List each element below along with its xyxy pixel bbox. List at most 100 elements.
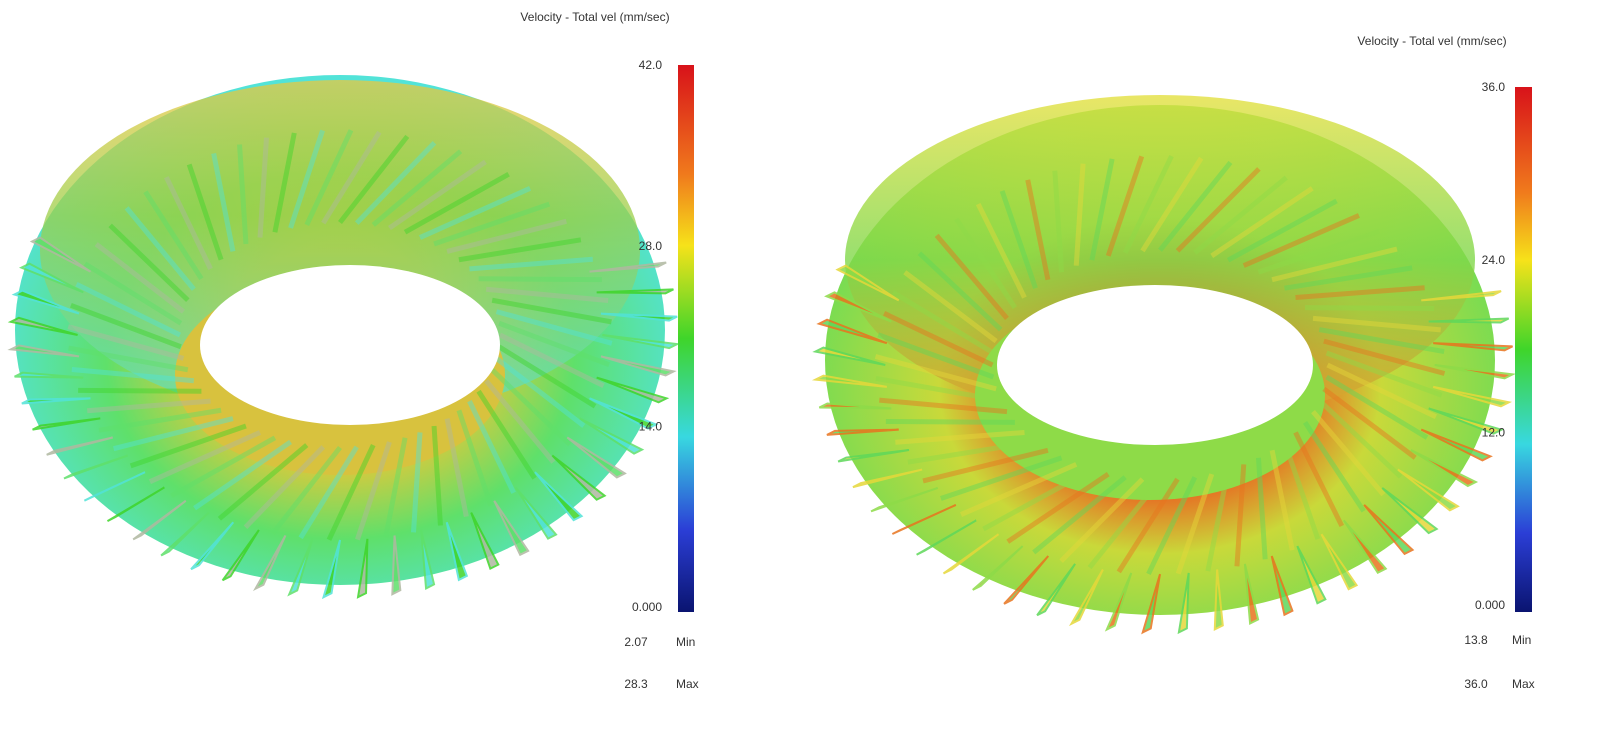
- flow-streak: [940, 455, 1063, 501]
- flow-streak: [1089, 158, 1115, 261]
- flow-streak: [243, 445, 326, 529]
- flow-streak: [934, 233, 1009, 320]
- flow-spike: [63, 454, 129, 480]
- flow-streak: [1116, 477, 1180, 574]
- flow-spike: [1433, 342, 1513, 352]
- flow-streak: [237, 144, 249, 245]
- flow-streak: [999, 190, 1038, 290]
- flow-spike: [7, 344, 80, 358]
- flow-streak: [498, 320, 611, 368]
- legend-title: Velocity - Total vel (mm/sec): [1357, 34, 1506, 48]
- flow-spike: [18, 262, 84, 294]
- flow-streak: [1073, 163, 1086, 266]
- flow-streak: [1255, 457, 1268, 560]
- flow-spike: [132, 500, 187, 541]
- flow-streak: [113, 416, 234, 452]
- flow-streak: [491, 297, 612, 325]
- flow-streak: [467, 400, 516, 494]
- flow-streak: [476, 389, 537, 480]
- flow-streak: [1318, 327, 1445, 355]
- flow-streak: [338, 134, 410, 225]
- flow-streak: [211, 152, 236, 252]
- flow-spike: [1036, 563, 1076, 617]
- flow-spike: [1320, 533, 1359, 591]
- flow-streak: [298, 445, 359, 540]
- colorbar-tick-label: 0.000: [632, 600, 662, 614]
- max-label: Max: [1512, 677, 1535, 691]
- flow-spike: [579, 417, 645, 455]
- flow-spike: [551, 454, 607, 501]
- flow-streak: [875, 375, 1002, 403]
- flow-streak: [490, 367, 572, 447]
- flow-spike: [221, 529, 260, 582]
- max-value: 28.3: [624, 677, 648, 691]
- flow-streak: [98, 407, 222, 433]
- flow-spike: [596, 288, 674, 295]
- flow-spike: [1428, 407, 1505, 435]
- flow-streak: [495, 309, 613, 346]
- flow-spike: [83, 471, 146, 502]
- flow-spike: [356, 538, 369, 599]
- flow-streak: [982, 467, 1094, 532]
- flow-spike: [1243, 563, 1260, 626]
- flow-spike: [21, 397, 91, 405]
- colorbar-tick-label: 12.0: [1482, 426, 1506, 440]
- flow-streak: [321, 130, 382, 225]
- flow-spike: [1428, 317, 1510, 324]
- flow-spike: [321, 539, 341, 600]
- flow-streak: [1087, 478, 1162, 570]
- min-label: Min: [1512, 633, 1531, 647]
- flow-streak: [1295, 285, 1425, 301]
- flow-streak: [217, 443, 309, 521]
- flow-streak: [1175, 473, 1215, 575]
- colorbar-tick-label: 42.0: [639, 58, 663, 72]
- flow-streak: [1311, 410, 1386, 497]
- flow-spike: [1342, 519, 1388, 574]
- flow-spike: [816, 318, 888, 345]
- flow-streak: [1325, 350, 1443, 398]
- flow-spike: [1270, 555, 1294, 617]
- flow-streak: [498, 332, 605, 388]
- flow-spike: [1068, 569, 1104, 627]
- flow-spike: [106, 486, 165, 522]
- legend-title: Velocity - Total vel (mm/sec): [520, 10, 669, 24]
- colorbar-ticks: 36.0 24.0 12.0 0.000: [1475, 80, 1505, 612]
- flow-streak: [485, 286, 609, 304]
- flow-spike: [11, 289, 80, 315]
- flow-streak: [444, 418, 469, 518]
- flow-spike: [1104, 572, 1133, 632]
- flow-streak: [879, 397, 1008, 415]
- min-value: 2.07: [624, 635, 648, 649]
- flow-streak: [1210, 186, 1314, 258]
- flow-streak: [478, 276, 602, 283]
- flow-spike: [46, 436, 114, 456]
- flow-streak: [164, 176, 213, 270]
- flow-streak: [1305, 305, 1435, 312]
- flow-spike: [514, 486, 558, 540]
- flow-spike: [602, 334, 681, 350]
- flow-streak: [71, 366, 195, 384]
- flow-streak: [1158, 160, 1233, 252]
- flow-streak: [895, 429, 1025, 445]
- flow-streak: [87, 398, 211, 414]
- flow-spike: [1432, 385, 1512, 408]
- flow-spike: [252, 535, 287, 592]
- flow-streak: [69, 302, 182, 350]
- flow-streak: [83, 261, 183, 326]
- flow-streak: [1257, 229, 1380, 275]
- flow-spike: [812, 346, 886, 366]
- flow-spike: [1003, 555, 1050, 605]
- flow-spike: [589, 397, 659, 430]
- flow-streak: [431, 425, 443, 526]
- flow-streak: [1175, 167, 1261, 253]
- flow-spike: [420, 529, 436, 590]
- flow-spike: [32, 417, 101, 431]
- flow-spike: [445, 521, 469, 582]
- flow-streak: [484, 379, 556, 464]
- flow-streak: [186, 163, 224, 261]
- flow-spike: [190, 521, 235, 571]
- flow-streak: [1140, 156, 1204, 253]
- flow-streak: [446, 218, 567, 254]
- flow-spike: [942, 533, 1000, 575]
